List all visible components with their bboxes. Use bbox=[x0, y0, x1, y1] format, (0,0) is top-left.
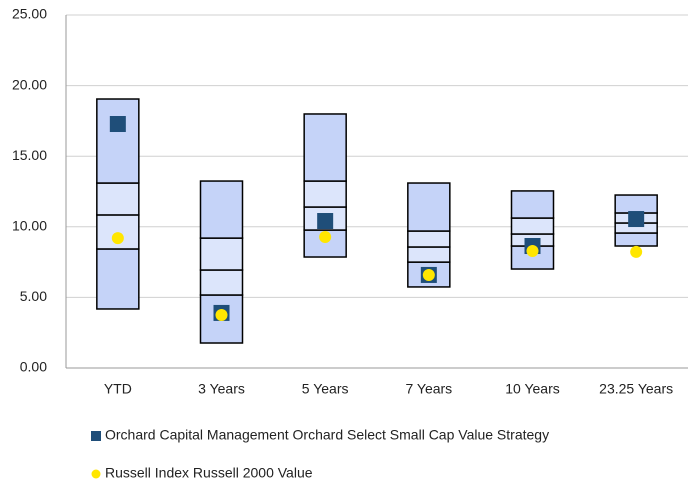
box-segment bbox=[407, 230, 451, 248]
y-tick-label: 5.00 bbox=[20, 288, 47, 304]
x-tick-label: 7 Years bbox=[405, 381, 452, 397]
square-marker bbox=[109, 116, 126, 133]
circle-marker bbox=[422, 268, 435, 281]
box-segment bbox=[96, 182, 140, 216]
box-segment bbox=[614, 194, 658, 214]
x-tick-label: 5 Years bbox=[302, 381, 349, 397]
circle-marker bbox=[319, 230, 332, 243]
x-tick-label: 3 Years bbox=[198, 381, 245, 397]
box-segment bbox=[510, 190, 555, 219]
box-segment bbox=[199, 180, 244, 239]
square-marker bbox=[628, 211, 645, 228]
box-segment bbox=[303, 180, 347, 208]
box-segment bbox=[407, 182, 451, 232]
box-segment bbox=[199, 237, 244, 271]
legend-label: Russell Index Russell 2000 Value bbox=[105, 465, 313, 481]
legend-swatch bbox=[91, 431, 101, 441]
circle-marker bbox=[111, 232, 124, 245]
box-segment bbox=[510, 217, 555, 235]
box-segment bbox=[303, 113, 347, 182]
box-segment bbox=[199, 269, 244, 296]
box-segment bbox=[407, 246, 451, 263]
x-tick-label: 23.25 Years bbox=[599, 381, 673, 397]
y-tick-label: 20.00 bbox=[12, 76, 47, 92]
x-tick-label: 10 Years bbox=[505, 381, 560, 397]
legend-label: Orchard Capital Management Orchard Selec… bbox=[105, 427, 549, 443]
circle-marker bbox=[215, 309, 228, 322]
x-tick-label: YTD bbox=[104, 381, 132, 397]
square-marker bbox=[317, 213, 334, 230]
box-segment bbox=[96, 98, 140, 184]
box-segment bbox=[614, 232, 658, 247]
box-segment bbox=[96, 248, 140, 310]
y-tick-label: 15.00 bbox=[12, 147, 47, 163]
legend-swatch bbox=[91, 469, 101, 479]
y-tick-label: 10.00 bbox=[12, 218, 47, 234]
circle-marker bbox=[526, 244, 539, 257]
y-tick-label: 25.00 bbox=[12, 6, 47, 22]
circle-marker bbox=[630, 245, 643, 258]
y-tick-label: 0.00 bbox=[20, 359, 47, 375]
